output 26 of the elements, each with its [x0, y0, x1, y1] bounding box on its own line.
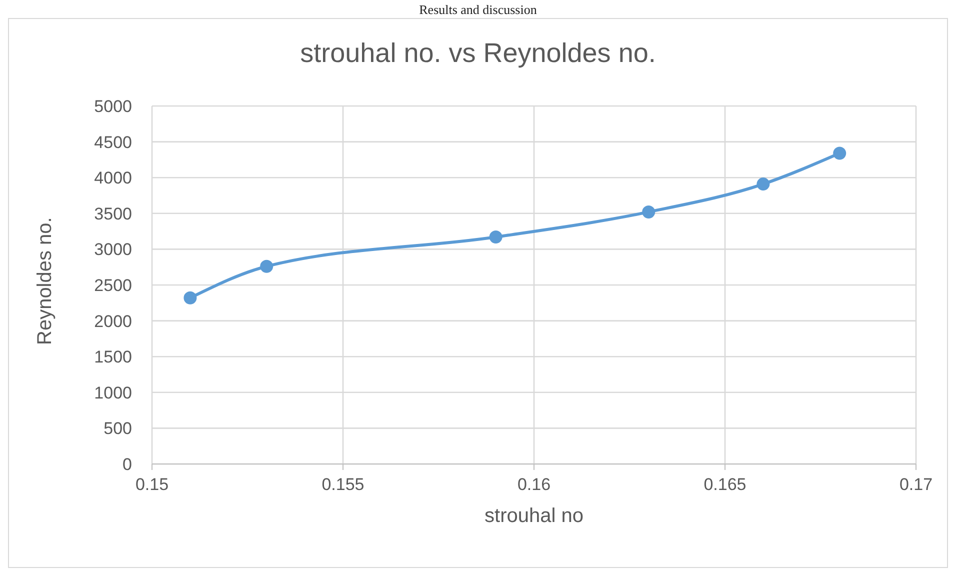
point: [184, 291, 197, 304]
y-tick-label: 4000: [94, 168, 132, 188]
x-tick-label: 0.15: [135, 475, 169, 494]
point: [756, 178, 770, 191]
y-tick-label: 2500: [94, 276, 132, 296]
y-tick-label: 1000: [94, 383, 132, 402]
x-tick-label: 0.155: [322, 475, 364, 494]
y-tick-label: 4500: [94, 132, 132, 152]
y-tick-label: 3500: [94, 204, 132, 224]
y-tick-label: 2000: [94, 312, 132, 331]
chart-title: strouhal no. vs Reynoldes no.: [299, 38, 657, 69]
y-tick-label: 3000: [94, 240, 132, 260]
y-axis-title: Reynoldes no.: [34, 217, 56, 345]
y-tick-label: 5000: [94, 97, 132, 116]
x-tick-label: 0.165: [704, 475, 746, 494]
x-axis-title: strouhal no: [484, 505, 584, 527]
x-tick-label: 0.17: [899, 475, 933, 494]
y-tick-label: 1500: [94, 348, 132, 367]
x-tick-label: 0.16: [517, 475, 551, 494]
y-tick-label: 500: [104, 419, 132, 438]
point: [260, 260, 274, 273]
point: [833, 146, 846, 160]
point: [489, 230, 502, 244]
point: [642, 205, 656, 218]
y-tick-label: 0: [122, 455, 132, 474]
text: Results and discussion: [418, 2, 538, 18]
